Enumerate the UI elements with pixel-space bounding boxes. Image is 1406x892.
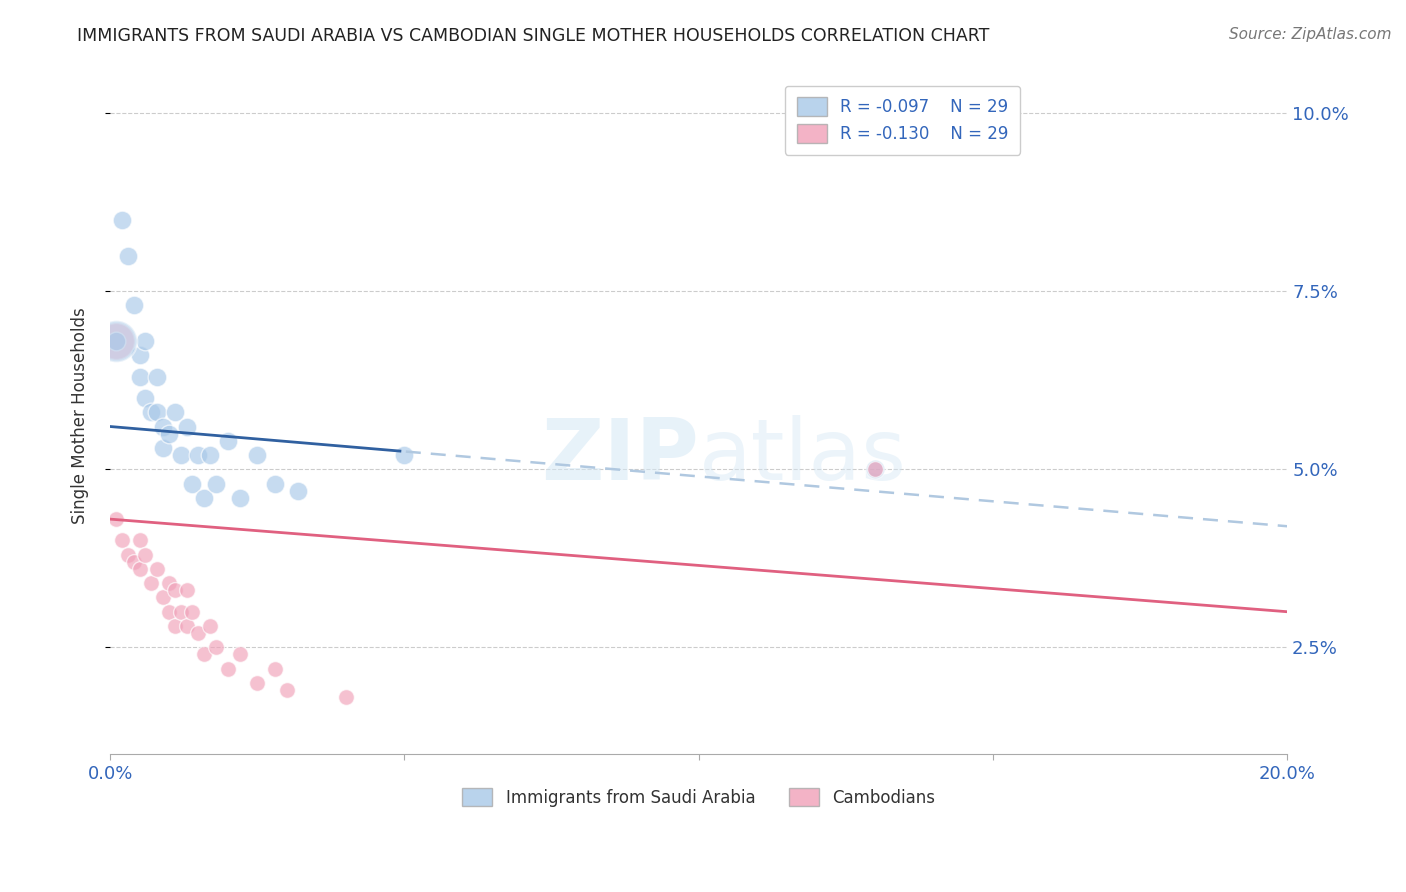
Point (104, 334, 127, 348)
Point (205, 476, 228, 491)
Point (146, 369, 169, 384)
Point (181, 476, 204, 491)
Legend: Immigrants from Saudi Arabia, Cambodians: Immigrants from Saudi Arabia, Cambodians (456, 781, 942, 814)
Point (170, 605, 193, 619)
Point (170, 448, 193, 462)
Point (128, 533, 150, 548)
Point (146, 562, 169, 576)
Point (141, 576, 163, 591)
Point (217, 434, 239, 448)
Point (157, 605, 180, 619)
Point (193, 491, 215, 505)
Point (117, 248, 139, 262)
Point (276, 683, 298, 698)
Point (111, 533, 134, 548)
Point (287, 483, 309, 498)
Point (205, 640, 228, 655)
Point (863, 462, 886, 476)
Point (228, 648, 250, 662)
Point (246, 676, 269, 690)
Point (134, 391, 156, 405)
Point (176, 619, 198, 633)
Point (157, 576, 180, 591)
Point (176, 419, 198, 434)
Point (181, 605, 204, 619)
Point (163, 583, 186, 598)
Point (152, 419, 174, 434)
Text: atlas: atlas (699, 415, 907, 498)
Point (198, 619, 221, 633)
Point (246, 448, 269, 462)
Point (187, 626, 209, 640)
Point (228, 491, 250, 505)
Point (128, 369, 150, 384)
Y-axis label: Single Mother Households: Single Mother Households (72, 308, 89, 524)
Point (394, 448, 416, 462)
Point (187, 448, 209, 462)
Point (141, 405, 163, 419)
Text: ZIP: ZIP (541, 415, 699, 498)
Text: Source: ZipAtlas.com: Source: ZipAtlas.com (1229, 27, 1392, 42)
Point (163, 405, 186, 419)
Point (263, 476, 285, 491)
Point (128, 562, 150, 576)
Point (863, 462, 886, 476)
Point (263, 662, 285, 676)
Point (104, 512, 127, 526)
Point (176, 583, 198, 598)
Point (163, 619, 186, 633)
Point (134, 334, 156, 348)
Point (157, 426, 180, 441)
Point (122, 555, 145, 569)
Point (198, 448, 221, 462)
Point (217, 662, 239, 676)
Point (134, 548, 156, 562)
Point (335, 690, 357, 705)
Point (111, 213, 134, 227)
Point (104, 334, 127, 348)
Point (193, 648, 215, 662)
Point (117, 548, 139, 562)
Point (122, 298, 145, 312)
Point (128, 348, 150, 362)
Text: IMMIGRANTS FROM SAUDI ARABIA VS CAMBODIAN SINGLE MOTHER HOUSEHOLDS CORRELATION C: IMMIGRANTS FROM SAUDI ARABIA VS CAMBODIA… (77, 27, 990, 45)
Point (146, 405, 169, 419)
Point (152, 441, 174, 455)
Point (104, 334, 127, 348)
Point (152, 591, 174, 605)
